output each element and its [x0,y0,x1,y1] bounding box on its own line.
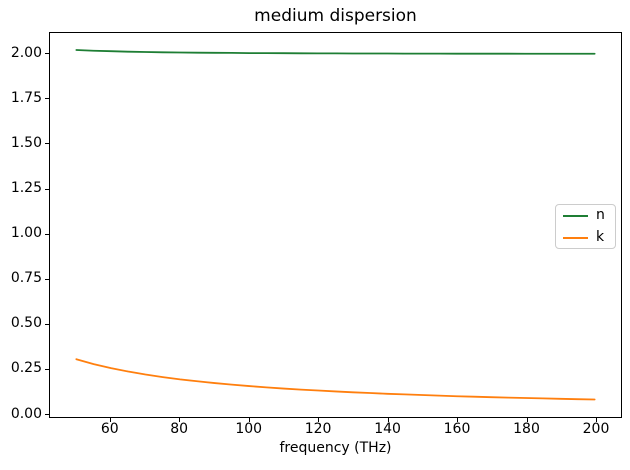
x-tick-label-80: 80 [170,421,189,437]
y-tick-label-0.50: 0.50 [10,315,42,332]
x-tick-mark-200 [596,418,597,422]
legend-label-n: n [596,207,605,223]
y-tick-mark-0.00 [45,414,49,415]
x-tick-mark-80 [179,418,181,422]
x-tick-label-140: 140 [374,421,401,437]
y-tick-label-1.25: 1.25 [10,180,42,196]
x-tick-mark-180 [526,418,528,422]
y-tick-label-2.00: 2.00 [10,44,42,61]
x-tick-label-120: 120 [304,421,332,437]
legend-label-k: k [596,229,605,245]
y-tick-mark-0.75 [45,278,49,280]
x-tick-label-200: 200 [582,421,610,437]
y-tick-mark-0.50 [45,323,49,325]
legend-entry-k: k [563,229,608,246]
x-tick-label-60: 60 [100,421,119,437]
x-tick-mark-120 [318,418,320,422]
y-tick-label-0.00: 0.00 [10,405,42,422]
line-k [75,358,596,401]
line-n [75,49,596,55]
y-tick-mark-1.25 [45,188,49,190]
legend: n k [555,204,616,249]
plot-lines-svg [75,49,596,401]
x-tick-mark-60 [109,418,111,422]
x-tick-label-160: 160 [443,421,471,437]
y-tick-mark-2.00 [45,53,49,55]
x-axis-label: frequency (THz) [279,440,392,456]
legend-entry-n: n [563,207,608,224]
y-tick-mark-1.75 [45,98,49,100]
y-tick-label-0.25: 0.25 [10,360,42,377]
plot-area: n k [49,32,622,418]
x-tick-mark-140 [387,418,389,422]
y-tick-label-1.50: 1.50 [10,134,42,151]
y-tick-label-1.75: 1.75 [10,89,42,106]
legend-line-swatch-k [563,236,588,239]
y-tick-mark-0.25 [45,368,49,370]
x-tick-mark-160 [457,418,458,422]
y-tick-mark-1.00 [45,233,49,235]
y-tick-label-0.75: 0.75 [10,270,42,287]
legend-line-swatch-n [563,214,588,217]
x-tick-mark-100 [248,418,250,422]
y-tick-mark-1.50 [45,143,49,145]
chart-title: medium dispersion [254,6,417,26]
x-tick-label-100: 100 [235,421,263,437]
y-tick-label-1.00: 1.00 [10,225,42,242]
x-tick-label-180: 180 [513,421,540,437]
